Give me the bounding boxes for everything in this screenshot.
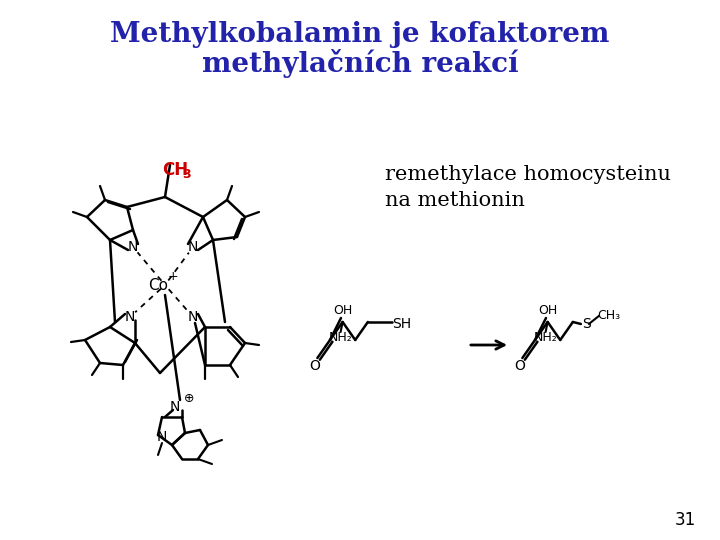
Text: methylačních reakcí: methylačních reakcí: [202, 49, 518, 78]
Text: O: O: [309, 359, 320, 373]
Text: N: N: [128, 240, 138, 254]
Text: SH: SH: [392, 317, 411, 331]
Text: CH₃: CH₃: [598, 309, 621, 322]
Text: N: N: [157, 430, 167, 444]
Text: N: N: [125, 310, 135, 324]
Text: NH₂: NH₂: [329, 332, 353, 345]
Text: na methionin: na methionin: [385, 191, 525, 210]
Text: ⊕: ⊕: [184, 393, 194, 406]
Text: 31: 31: [675, 511, 696, 529]
Text: S: S: [582, 317, 591, 331]
Text: N: N: [170, 400, 180, 414]
Text: 3: 3: [182, 168, 191, 181]
Text: O: O: [514, 359, 525, 373]
Text: N: N: [188, 240, 198, 254]
Text: CH: CH: [162, 161, 188, 179]
Text: OH: OH: [539, 303, 557, 316]
Text: remethylace homocysteinu: remethylace homocysteinu: [385, 165, 671, 185]
Text: Co: Co: [148, 278, 168, 293]
Text: +: +: [168, 269, 179, 282]
Text: N: N: [188, 310, 198, 324]
Text: OH: OH: [333, 303, 353, 316]
Text: NH₂: NH₂: [534, 332, 557, 345]
Text: Methylkobalamin je kofaktorem: Methylkobalamin je kofaktorem: [110, 22, 610, 49]
